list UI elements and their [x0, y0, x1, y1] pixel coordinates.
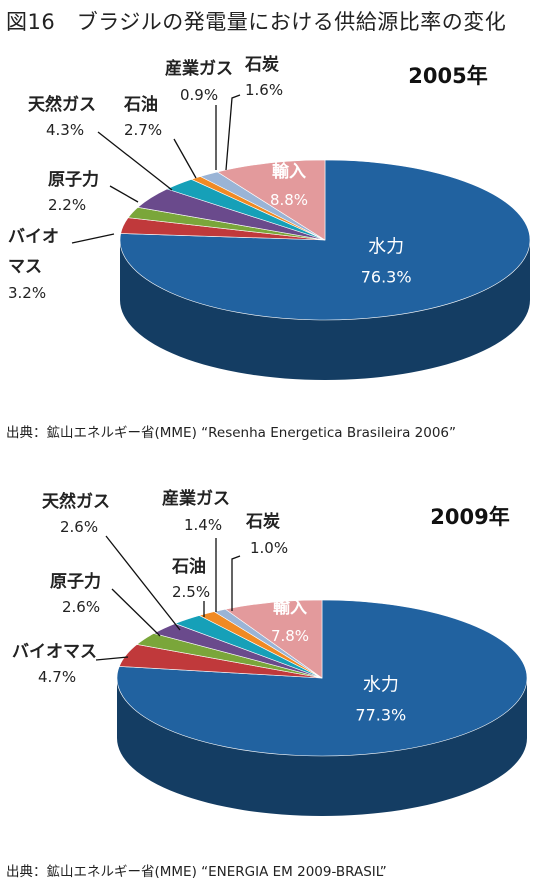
label-水力: 水力 76.3%	[361, 237, 412, 287]
slice-percent-label: 1.0%	[250, 539, 288, 557]
slice-name-label: 原子力	[48, 169, 99, 190]
slice-name-label: 水力	[368, 237, 404, 258]
pie-side-walls	[120, 240, 530, 380]
slice-percent-label: 1.4%	[184, 516, 222, 534]
slice-name-label: 石炭	[245, 511, 280, 532]
leader-line	[225, 94, 241, 171]
slice-percent-label: 4.3%	[46, 121, 84, 139]
slice-percent-label: 0.9%	[180, 86, 218, 104]
slice-percent-label: 7.8%	[271, 627, 309, 645]
slice-name-label: 石油	[171, 556, 206, 577]
label-水力: 水力 77.3%	[355, 675, 406, 725]
leader-line	[109, 185, 139, 203]
slice-percent-label: 8.8%	[270, 191, 308, 209]
leader-line	[173, 138, 197, 179]
slice-name-label: 天然ガス	[42, 491, 110, 512]
label-輸入: 輸入 7.8%	[271, 597, 309, 645]
leader-line	[71, 233, 115, 244]
label-石炭: 石炭 1.6%	[225, 54, 283, 171]
pie-slice-輸入	[216, 159, 326, 241]
slice-name-label: 輸入	[272, 161, 306, 182]
label-石炭: 石炭 1.0%	[231, 511, 288, 611]
slice-percent-label: 2.5%	[172, 583, 210, 601]
slice-percent-label: 76.3%	[361, 268, 412, 287]
slice-percent-label: 3.2%	[8, 284, 46, 302]
slice-name-label: 石油	[123, 94, 158, 115]
source-note-2009: 出典：鉱山エネルギー省(MME) “ENERGIA EM 2009-BRASIL…	[6, 864, 387, 880]
slice-name-label: 水力	[363, 675, 399, 696]
leader-line	[97, 131, 173, 191]
label-原子力: 原子力 2.2%	[48, 169, 139, 214]
leader-line	[105, 535, 181, 631]
pie-slice-輸入	[224, 599, 323, 679]
slice-name-label: 石炭	[244, 54, 279, 75]
leader-line	[111, 588, 161, 637]
slice-name-label: 産業ガス	[165, 58, 233, 79]
label-産業ガス: 産業ガス 0.9%	[165, 58, 233, 170]
pie-side-walls	[117, 678, 527, 816]
label-石油: 石油 2.5%	[171, 556, 210, 617]
slice-name-label: 輸入	[273, 597, 307, 618]
slice-percent-label: 2.6%	[62, 598, 100, 616]
label-原子力: 原子力 2.6%	[50, 571, 161, 637]
slice-name-label: マス	[8, 257, 42, 277]
slice-name-label: 天然ガス	[28, 94, 96, 115]
figure-title: 図16 ブラジルの発電量における供給源比率の変化	[6, 10, 507, 34]
slice-name-label: バイオ	[8, 227, 59, 247]
slice-percent-label: 2.2%	[48, 196, 86, 214]
slice-percent-label: 2.7%	[124, 121, 162, 139]
slice-percent-label: 4.7%	[38, 668, 76, 686]
leader-line	[231, 555, 241, 611]
label-天然ガス: 天然ガス 2.6%	[42, 491, 181, 631]
label-輸入: 輸入 8.8%	[270, 161, 308, 209]
pie-side-水力	[120, 240, 530, 380]
label-石油: 石油 2.7%	[123, 94, 197, 179]
slice-name-label: 産業ガス	[162, 488, 230, 509]
slice-percent-label: 77.3%	[355, 706, 406, 725]
pie-side-水力	[117, 678, 527, 816]
slice-percent-label: 2.6%	[60, 518, 98, 536]
chart-year-title: 2009年	[430, 505, 509, 529]
chart-year-title: 2005年	[408, 64, 487, 88]
slice-name-label: 原子力	[50, 571, 101, 592]
source-note-2005: 出典：鉱山エネルギー省(MME) “Resenha Energetica Bra…	[6, 425, 456, 441]
label-産業ガス: 産業ガス 1.4%	[162, 488, 230, 612]
label-バイオマス: バイオマス 4.7%	[12, 642, 129, 686]
leader-line	[95, 656, 129, 661]
slice-name-label: バイオマス	[12, 642, 97, 662]
slice-percent-label: 1.6%	[245, 81, 283, 99]
label-バイオマス: バイオマス 3.2%	[8, 227, 115, 302]
label-天然ガス: 天然ガス 4.3%	[28, 94, 173, 191]
